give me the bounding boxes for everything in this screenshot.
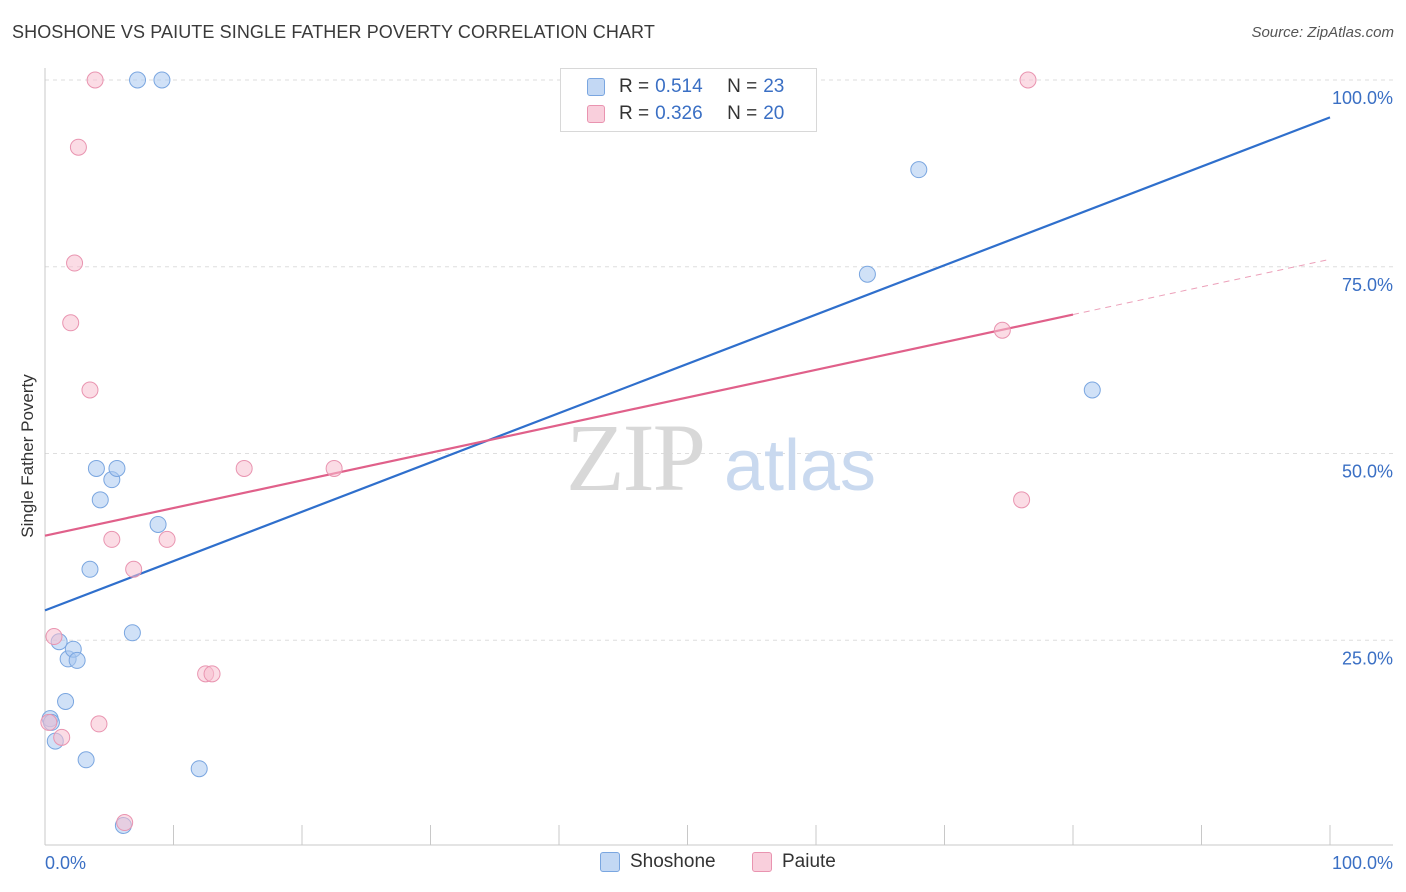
shoshone-point	[87, 459, 105, 477]
paiute-point	[90, 715, 108, 733]
paiute-point	[1019, 71, 1037, 89]
paiute-point	[66, 254, 84, 272]
axes	[44, 68, 1393, 846]
shoshone-point	[149, 515, 167, 533]
paiute-point	[993, 321, 1011, 339]
n-label: N =	[727, 103, 758, 124]
paiute-point	[40, 713, 58, 731]
shoshone-point	[190, 760, 208, 778]
n-value: 23	[763, 76, 785, 97]
paiute-point	[45, 628, 63, 646]
shoshone-point	[68, 651, 86, 669]
legend-label-shoshone: Shoshone	[630, 851, 716, 872]
series-legend: Shoshone Paiute	[0, 851, 1406, 877]
legend-item-shoshone[interactable]: Shoshone	[600, 851, 716, 873]
paiute-point	[53, 728, 71, 746]
watermark: ZIP atlas	[566, 404, 876, 511]
paiute-point	[158, 530, 176, 548]
shoshone-point	[57, 693, 75, 711]
paiute-point	[81, 381, 99, 399]
n-value: 20	[763, 103, 785, 124]
paiute-point	[203, 665, 221, 683]
paiute-swatch	[587, 105, 605, 123]
r-value: 0.326	[655, 103, 703, 124]
shoshone-trend-line	[44, 116, 1331, 612]
shoshone-point	[91, 491, 109, 509]
data-points	[40, 71, 1101, 835]
watermark-atlas: atlas	[724, 426, 876, 506]
trend-lines	[44, 116, 1331, 612]
shoshone-swatch	[587, 78, 605, 96]
paiute-point	[125, 560, 143, 578]
paiute-trend-extension	[1072, 258, 1331, 316]
y-tick-label: 50.0%	[1342, 462, 1393, 482]
legend-item-paiute[interactable]: Paiute	[752, 851, 836, 873]
paiute-point	[325, 459, 343, 477]
paiute-point	[116, 814, 134, 832]
paiute-point	[235, 459, 253, 477]
stats-legend: R = 0.514 N = 23 R = 0.326 N = 20	[560, 68, 817, 132]
r-label: R =	[619, 103, 650, 124]
tick-labels: 25.0% 50.0% 75.0% 100.0% 0.0% 100.0%	[45, 88, 1393, 873]
y-tick-label: 75.0%	[1342, 275, 1393, 295]
y-axis-title: Single Father Poverty	[18, 374, 37, 538]
r-value: 0.514	[655, 76, 703, 97]
paiute-legend-swatch	[752, 852, 772, 872]
shoshone-point	[858, 265, 876, 283]
paiute-point	[86, 71, 104, 89]
legend-label-paiute: Paiute	[782, 851, 836, 872]
x-tick-label: 0.0%	[45, 853, 86, 873]
shoshone-point	[910, 161, 928, 179]
n-label: N =	[727, 76, 758, 97]
shoshone-point	[129, 71, 147, 89]
shoshone-point	[153, 71, 171, 89]
paiute-point	[62, 314, 80, 332]
shoshone-point	[81, 560, 99, 578]
grid-lines	[45, 79, 1393, 641]
shoshone-point	[108, 459, 126, 477]
y-tick-label: 100.0%	[1332, 88, 1393, 108]
source-label: Source: ZipAtlas.com	[1251, 24, 1394, 41]
paiute-trend-line	[44, 313, 1074, 537]
paiute-point	[103, 530, 121, 548]
chart-title: SHOSHONE VS PAIUTE SINGLE FATHER POVERTY…	[12, 22, 655, 42]
shoshone-point	[123, 624, 141, 642]
paiute-point	[1013, 491, 1031, 509]
x-tick-label: 100.0%	[1332, 853, 1393, 873]
watermark-zip: ZIP	[566, 404, 704, 511]
shoshone-legend-swatch	[600, 852, 620, 872]
y-tick-label: 25.0%	[1342, 648, 1393, 668]
stats-row-shoshone: R = 0.514 N = 23	[587, 75, 784, 99]
paiute-point	[69, 138, 87, 156]
r-label: R =	[619, 76, 650, 97]
shoshone-point	[1083, 381, 1101, 399]
stats-row-paiute: R = 0.326 N = 20	[587, 102, 784, 126]
shoshone-point	[77, 751, 95, 769]
